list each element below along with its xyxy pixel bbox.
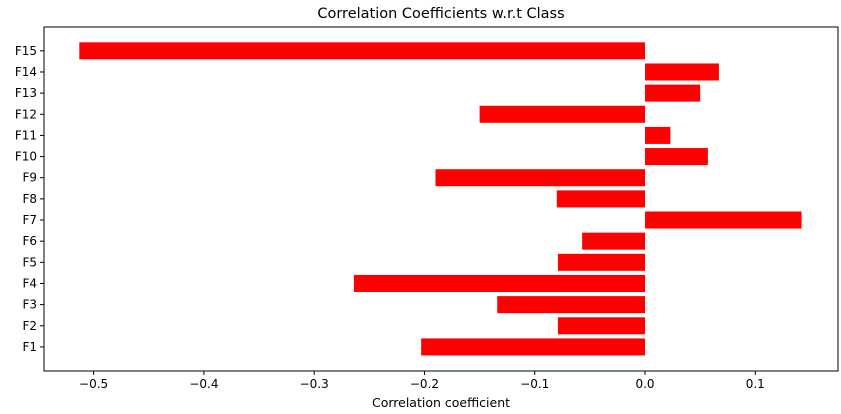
bar-f7 <box>645 211 802 229</box>
x-tick-label: −0.2 <box>410 377 439 391</box>
y-tick-label-f10: F10 <box>15 150 37 164</box>
bar-f11 <box>645 126 671 144</box>
y-tick-label-f4: F4 <box>22 276 37 290</box>
bar-f2 <box>557 317 646 335</box>
chart-title: Correlation Coefficients w.r.t Class <box>317 6 564 22</box>
bar-f12 <box>479 105 646 123</box>
bar-f5 <box>557 253 646 271</box>
y-tick-label-f14: F14 <box>15 65 37 79</box>
bar-f15 <box>79 42 646 60</box>
bar-f13 <box>645 84 701 102</box>
x-tick-label: −0.5 <box>79 377 108 391</box>
bar-f14 <box>645 63 719 81</box>
y-tick-label-f7: F7 <box>22 213 37 227</box>
x-tick-label: −0.4 <box>189 377 218 391</box>
bar-f3 <box>497 296 646 314</box>
y-tick-label-f8: F8 <box>22 192 37 206</box>
y-tick-label-f1: F1 <box>22 340 37 354</box>
y-tick-label-f12: F12 <box>15 107 37 121</box>
y-tick-label-f6: F6 <box>22 234 37 248</box>
bar-f10 <box>645 148 708 166</box>
bar-f1 <box>421 338 646 356</box>
y-tick-label-f2: F2 <box>22 319 37 333</box>
plot-frame <box>43 26 839 372</box>
y-tick-label-f15: F15 <box>15 44 37 58</box>
bar-f8 <box>556 190 646 208</box>
bar-f9 <box>435 169 646 187</box>
bar-f6 <box>582 232 646 250</box>
x-axis-title: Correlation coefficient <box>372 395 510 410</box>
x-tick-label: 0.1 <box>746 377 765 391</box>
y-tick-label-f3: F3 <box>22 298 37 312</box>
y-tick-label-f9: F9 <box>22 171 37 185</box>
x-tick-label: −0.3 <box>300 377 329 391</box>
y-tick-label-f11: F11 <box>15 128 37 142</box>
x-tick-label: 0.0 <box>635 377 654 391</box>
x-tick-label: −0.1 <box>520 377 549 391</box>
bars-layer <box>79 42 802 356</box>
bar-f4 <box>353 274 646 292</box>
y-tick-label-f5: F5 <box>22 255 37 269</box>
axis-ticks-layer: F1 F2 F3 F4 F5 F6 F7 F8 F9 F10 F11 F12 F13 F14 F15 −0.5… <box>15 44 765 391</box>
y-tick-label-f13: F13 <box>15 86 37 100</box>
